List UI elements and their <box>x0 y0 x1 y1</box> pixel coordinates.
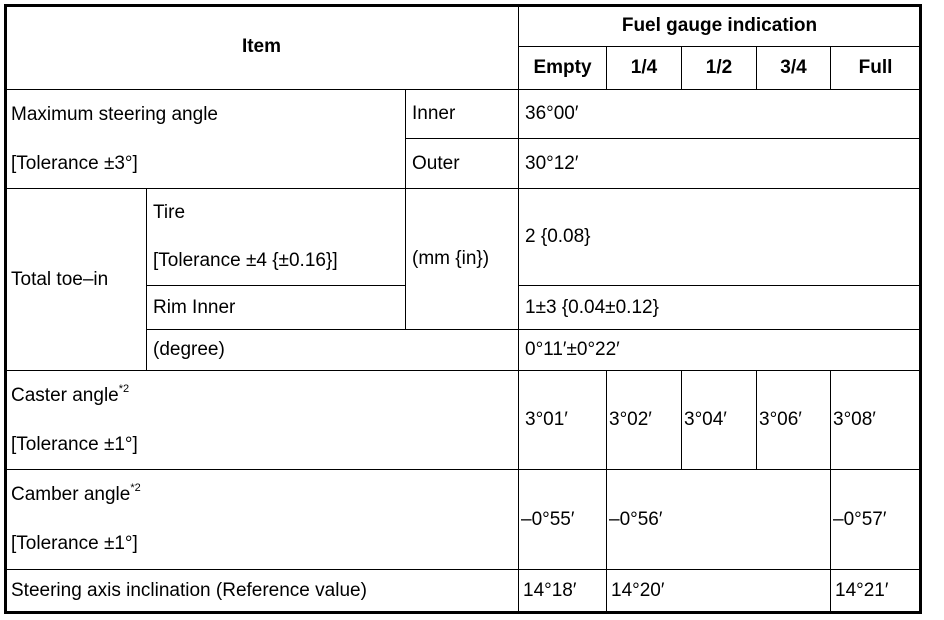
header-level-three-quarter: 3/4 <box>756 46 831 90</box>
caster-label-cell: Caster angle*2 [Tolerance ±1°] <box>4 370 519 470</box>
caster-value-empty: 3°01′ <box>518 370 607 470</box>
caster-title: Caster angle*2 <box>11 382 130 406</box>
header-level-quarter: 1/4 <box>606 46 682 90</box>
camber-tolerance: [Tolerance ±1°] <box>11 533 138 555</box>
caster-note: *2 <box>118 382 130 395</box>
max-steering-tolerance: [Tolerance ±3°] <box>11 152 138 174</box>
inner-value: 36°00′ <box>518 89 921 139</box>
camber-note: *2 <box>130 481 141 494</box>
sai-value-mid: 14°20′ <box>606 569 831 613</box>
caster-tolerance: [Tolerance ±1°] <box>11 433 138 455</box>
outer-value: 30°12′ <box>518 138 921 189</box>
caster-value-half: 3°04′ <box>681 370 757 470</box>
header-item: Item <box>4 4 519 90</box>
rim-value: 1±3 {0.04±0.12} <box>518 285 921 330</box>
max-steering-label: Maximum steering angle [Tolerance ±3°] <box>4 89 406 189</box>
header-level-half: 1/2 <box>681 46 757 90</box>
max-steering-title: Maximum steering angle <box>11 103 218 125</box>
camber-title: Camber angle*2 <box>11 481 141 505</box>
toe-in-unit: (mm {in}) <box>405 188 519 330</box>
camber-value-mid: –0°56′ <box>606 469 831 570</box>
camber-value-empty: –0°55′ <box>518 469 607 570</box>
tire-value: 2 {0.08} <box>518 188 921 286</box>
outer-label: Outer <box>405 138 519 189</box>
tire-label-cell: Tire [Tolerance ±4 {±0.16}] <box>146 188 406 286</box>
sai-value-empty: 14°18′ <box>518 569 607 613</box>
degree-label: (degree) <box>146 329 519 371</box>
caster-value-quarter: 3°02′ <box>606 370 682 470</box>
sai-value-full: 14°21′ <box>830 569 921 613</box>
rim-label: Rim Inner <box>146 285 406 330</box>
tire-tolerance: [Tolerance ±4 {±0.16}] <box>153 250 338 271</box>
caster-value-three-quarter: 3°06′ <box>756 370 831 470</box>
header-fuel-gauge: Fuel gauge indication <box>518 4 921 47</box>
inner-label: Inner <box>405 89 519 139</box>
toe-in-label: Total toe–in <box>4 188 147 371</box>
tire-label: Tire <box>153 202 186 223</box>
caster-value-full: 3°08′ <box>830 370 921 470</box>
camber-label-cell: Camber angle*2 [Tolerance ±1°] <box>4 469 519 570</box>
header-level-full: Full <box>830 46 921 90</box>
sai-label: Steering axis inclination (Reference val… <box>4 569 519 613</box>
degree-value: 0°11′±0°22′ <box>518 329 921 371</box>
camber-value-full: –0°57′ <box>830 469 921 570</box>
header-level-empty: Empty <box>518 46 607 90</box>
